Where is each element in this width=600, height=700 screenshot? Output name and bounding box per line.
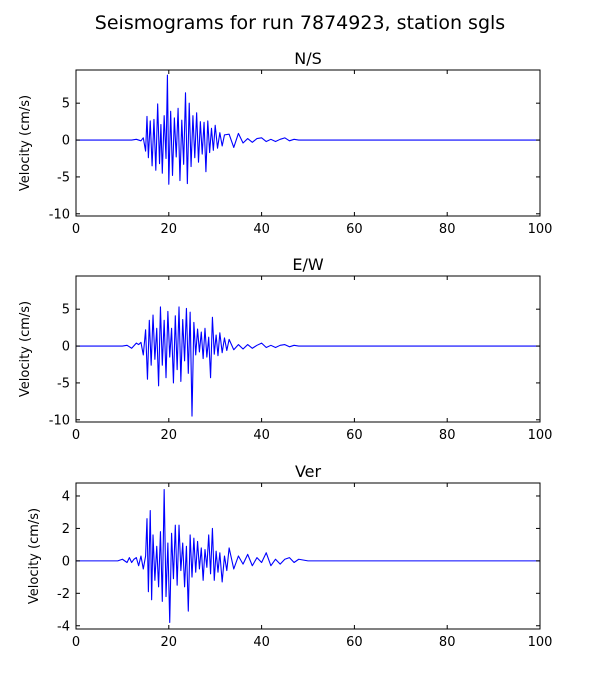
series-line-ver-0 bbox=[76, 488, 540, 624]
x-tick-label-ver-2: 40 bbox=[253, 635, 270, 650]
y-tick-label-ew-3: 5 bbox=[62, 303, 70, 318]
y-axis-label-ns: Velocity (cm/s) bbox=[18, 95, 33, 191]
x-tick-label-ew-3: 60 bbox=[346, 428, 363, 443]
panel-title-ns: N/S bbox=[294, 49, 322, 68]
x-tick-label-ver-5: 100 bbox=[528, 635, 553, 650]
x-tick-label-ew-0: 0 bbox=[72, 428, 80, 443]
series-line-ns-0 bbox=[76, 74, 540, 185]
y-tick-label-ver-3: 2 bbox=[62, 522, 70, 537]
y-tick-label-ns-0: -10 bbox=[49, 207, 70, 222]
x-tick-label-ew-1: 20 bbox=[161, 428, 178, 443]
x-tick-label-ew-5: 100 bbox=[528, 428, 553, 443]
panel-title-ver: Ver bbox=[295, 462, 322, 481]
plot-frame-ew bbox=[75, 275, 541, 423]
series-line-ew-0 bbox=[76, 306, 540, 417]
x-tick-label-ns-1: 20 bbox=[161, 222, 178, 237]
x-tick-label-ns-2: 40 bbox=[253, 222, 270, 237]
panel-ew: E/W 0 20 40 60 80 100 -10 -5 0 5 Velocity (cm/s) bbox=[18, 255, 552, 443]
y-tick-label-ew-2: 0 bbox=[62, 340, 70, 355]
x-tick-label-ew-2: 40 bbox=[253, 428, 270, 443]
panel-ns: N/S 0 20 40 60 80 100 -10 -5 0 5 Velocity (cm/s) bbox=[18, 49, 552, 237]
plot-frame-ns bbox=[75, 69, 541, 217]
y-tick-label-ns-1: -5 bbox=[57, 170, 70, 185]
y-tick-label-ns-2: 0 bbox=[62, 134, 70, 149]
panel-title-ew: E/W bbox=[292, 255, 324, 274]
y-tick-label-ver-4: 4 bbox=[62, 489, 70, 504]
y-tick-label-ns-3: 5 bbox=[62, 97, 70, 112]
x-tick-label-ver-1: 20 bbox=[161, 635, 178, 650]
y-axis-label-ver: Velocity (cm/s) bbox=[27, 508, 42, 604]
x-tick-label-ns-5: 100 bbox=[528, 222, 553, 237]
y-tick-label-ver-0: -4 bbox=[57, 619, 70, 634]
x-tick-label-ns-0: 0 bbox=[72, 222, 80, 237]
panel-ver: Ver 0 20 40 60 80 100 -4 -2 0 2 4 Velocity (cm/s) bbox=[27, 462, 552, 650]
x-tick-label-ew-4: 80 bbox=[439, 428, 456, 443]
x-tick-label-ver-3: 60 bbox=[346, 635, 363, 650]
plot-frame-ver bbox=[75, 482, 541, 630]
y-tick-label-ver-1: -2 bbox=[57, 587, 70, 602]
y-tick-label-ver-2: 0 bbox=[62, 554, 70, 569]
figure-title: Seismograms for run 7874923, station sgl… bbox=[95, 12, 505, 34]
x-tick-label-ver-4: 80 bbox=[439, 635, 456, 650]
y-tick-label-ew-0: -10 bbox=[49, 413, 70, 428]
y-axis-label-ew: Velocity (cm/s) bbox=[18, 301, 33, 397]
x-tick-label-ns-3: 60 bbox=[346, 222, 363, 237]
y-tick-label-ew-1: -5 bbox=[57, 376, 70, 391]
x-tick-label-ns-4: 80 bbox=[439, 222, 456, 237]
x-tick-label-ver-0: 0 bbox=[72, 635, 80, 650]
